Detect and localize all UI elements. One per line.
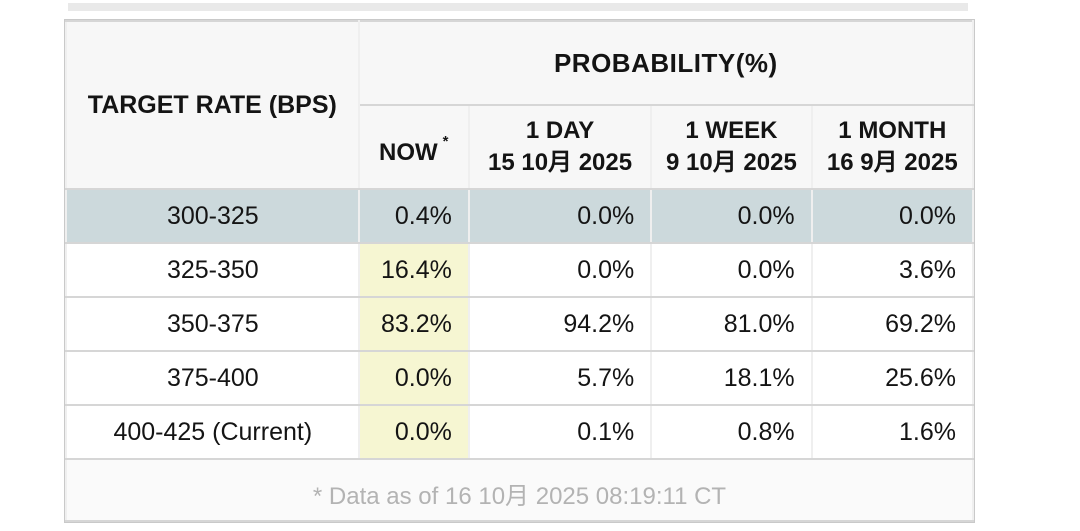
period-date: 15 10月 2025 xyxy=(487,149,633,176)
col-header-1-month: 1 MONTH 16 9月 2025 xyxy=(810,104,975,190)
header-row-sub: NOW * 1 DAY 15 10月 2025 1 WEEK 9 10月 2025… xyxy=(66,104,975,190)
one-week-probability-cell: 0.0% xyxy=(650,188,813,244)
col-header-1-day: 1 DAY 15 10月 2025 xyxy=(467,104,653,190)
one-week-probability-cell: 81.0% xyxy=(650,296,813,352)
now-probability-cell: 0.0% xyxy=(357,404,470,460)
one-month-probability-cell: 25.6% xyxy=(810,350,975,406)
probability-table-frame: TARGET RATE (BPS) PROBABILITY(%) NOW * 1 … xyxy=(64,19,975,523)
footnote-marker: * xyxy=(442,132,449,150)
now-label: NOW xyxy=(378,138,438,166)
one-day-probability-cell: 5.7% xyxy=(467,350,653,406)
one-week-probability-cell: 0.0% xyxy=(650,242,813,298)
col-header-now: NOW * xyxy=(357,104,470,190)
one-month-probability-cell: 69.2% xyxy=(810,296,975,352)
probability-header: PROBABILITY(%) xyxy=(357,20,975,106)
now-probability-cell: 83.2% xyxy=(357,296,470,352)
top-edge-strip xyxy=(68,3,968,11)
target-rate-header: TARGET RATE (BPS) xyxy=(65,20,360,190)
col-header-1-week: 1 WEEK 9 10月 2025 xyxy=(650,104,813,190)
data-as-of-note: * Data as of 16 10月 2025 08:19:11 CT xyxy=(65,458,974,522)
one-day-probability-cell: 0.1% xyxy=(467,404,653,460)
period-date: 9 10月 2025 xyxy=(666,149,797,176)
one-day-probability-cell: 0.0% xyxy=(467,242,653,298)
now-probability-cell: 0.0% xyxy=(357,350,470,406)
one-day-probability-cell: 0.0% xyxy=(467,188,653,244)
now-probability-cell: 0.4% xyxy=(357,188,470,244)
target-rate-cell: 300-325 xyxy=(65,188,360,244)
footnote-row: * Data as of 16 10月 2025 08:19:11 CT xyxy=(65,458,974,522)
rate-probability-table: TARGET RATE (BPS) PROBABILITY(%) NOW * 1 … xyxy=(65,20,975,522)
one-week-probability-cell: 0.8% xyxy=(650,404,813,460)
target-rate-cell: 350-375 xyxy=(65,296,360,352)
rate-row-400-425-current: 400-425 (Current) 0.0% 0.1% 0.8% 1.6% xyxy=(65,404,975,460)
target-rate-cell: 400-425 (Current) xyxy=(65,404,360,460)
target-rate-cell: 325-350 xyxy=(65,242,360,298)
period-label: 1 DAY xyxy=(525,117,595,144)
one-day-probability-cell: 94.2% xyxy=(467,296,653,352)
rate-row-375-400: 375-400 0.0% 5.7% 18.1% 25.6% xyxy=(65,350,975,406)
rate-row-300-325: 300-325 0.4% 0.0% 0.0% 0.0% xyxy=(65,188,975,244)
one-month-probability-cell: 3.6% xyxy=(810,242,975,298)
period-label: 1 MONTH xyxy=(838,117,947,144)
period-label: 1 WEEK xyxy=(685,117,778,144)
period-date: 16 9月 2025 xyxy=(826,149,958,176)
one-week-probability-cell: 18.1% xyxy=(650,350,813,406)
now-probability-cell: 16.4% xyxy=(357,242,470,298)
rate-row-350-375: 350-375 83.2% 94.2% 81.0% 69.2% xyxy=(65,296,975,352)
one-month-probability-cell: 1.6% xyxy=(810,404,975,460)
one-month-probability-cell: 0.0% xyxy=(810,188,975,244)
target-rate-cell: 375-400 xyxy=(65,350,360,406)
header-row-top: TARGET RATE (BPS) PROBABILITY(%) xyxy=(65,20,975,190)
rate-row-325-350: 325-350 16.4% 0.0% 0.0% 3.6% xyxy=(65,242,975,298)
